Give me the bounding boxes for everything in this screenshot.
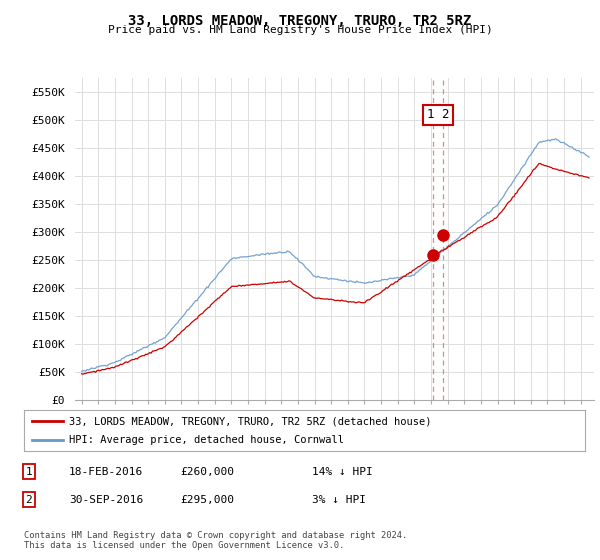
Text: 2: 2 [25, 494, 32, 505]
Text: £260,000: £260,000 [180, 466, 234, 477]
Text: 1 2: 1 2 [427, 108, 449, 122]
Text: 1: 1 [25, 466, 32, 477]
Text: 30-SEP-2016: 30-SEP-2016 [69, 494, 143, 505]
Text: 14% ↓ HPI: 14% ↓ HPI [312, 466, 373, 477]
Text: 3% ↓ HPI: 3% ↓ HPI [312, 494, 366, 505]
Text: Price paid vs. HM Land Registry's House Price Index (HPI): Price paid vs. HM Land Registry's House … [107, 25, 493, 35]
Text: Contains HM Land Registry data © Crown copyright and database right 2024.
This d: Contains HM Land Registry data © Crown c… [24, 531, 407, 550]
Text: HPI: Average price, detached house, Cornwall: HPI: Average price, detached house, Corn… [69, 435, 344, 445]
Text: 33, LORDS MEADOW, TREGONY, TRURO, TR2 5RZ: 33, LORDS MEADOW, TREGONY, TRURO, TR2 5R… [128, 14, 472, 28]
Text: £295,000: £295,000 [180, 494, 234, 505]
Text: 18-FEB-2016: 18-FEB-2016 [69, 466, 143, 477]
Text: 33, LORDS MEADOW, TREGONY, TRURO, TR2 5RZ (detached house): 33, LORDS MEADOW, TREGONY, TRURO, TR2 5R… [69, 417, 431, 426]
